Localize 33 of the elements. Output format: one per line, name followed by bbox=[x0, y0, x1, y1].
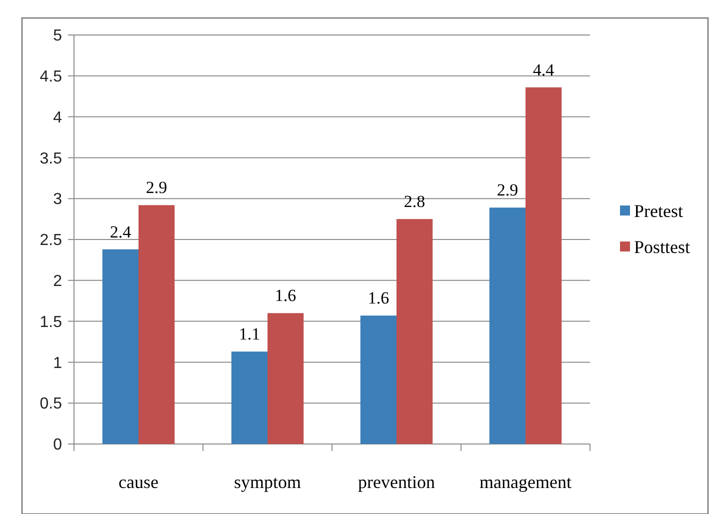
bar bbox=[526, 87, 562, 444]
data-label: 1.6 bbox=[274, 286, 296, 306]
y-tick-label: 4.5 bbox=[40, 68, 62, 86]
y-tick-label: 2 bbox=[53, 273, 62, 290]
y-tick-label: 2.5 bbox=[40, 232, 62, 250]
y-tick-label: 4 bbox=[53, 109, 62, 126]
bar bbox=[396, 219, 433, 444]
bar bbox=[489, 208, 526, 444]
bar bbox=[138, 205, 175, 444]
data-label: 1.6 bbox=[368, 288, 390, 308]
data-label: 4.4 bbox=[532, 60, 555, 80]
bar bbox=[231, 352, 268, 444]
y-tick-label: 1 bbox=[53, 354, 62, 372]
y-tick-label: 5 bbox=[53, 28, 62, 45]
y-tick-label: 3.5 bbox=[40, 150, 62, 168]
x-tick-label: management bbox=[480, 472, 572, 492]
data-label: 1.1 bbox=[238, 324, 260, 344]
y-tick-label: 3 bbox=[53, 191, 62, 208]
legend-label: Pretest bbox=[634, 200, 683, 221]
data-label: 2.4 bbox=[110, 222, 132, 242]
x-tick-label: cause bbox=[118, 472, 158, 492]
y-tick-label: 0.5 bbox=[40, 396, 62, 413]
bar bbox=[360, 316, 396, 444]
data-label: 2.9 bbox=[146, 178, 168, 198]
bar bbox=[102, 249, 138, 444]
data-label: 2.9 bbox=[496, 180, 518, 200]
x-tick-label: prevention bbox=[358, 472, 435, 492]
y-tick-label: 0 bbox=[53, 436, 62, 454]
data-label: 2.8 bbox=[404, 192, 426, 212]
x-tick-label: symptom bbox=[234, 472, 302, 492]
y-tick-label: 1.5 bbox=[40, 314, 62, 331]
bar bbox=[268, 313, 304, 444]
legend-label: Posttest bbox=[634, 236, 690, 257]
